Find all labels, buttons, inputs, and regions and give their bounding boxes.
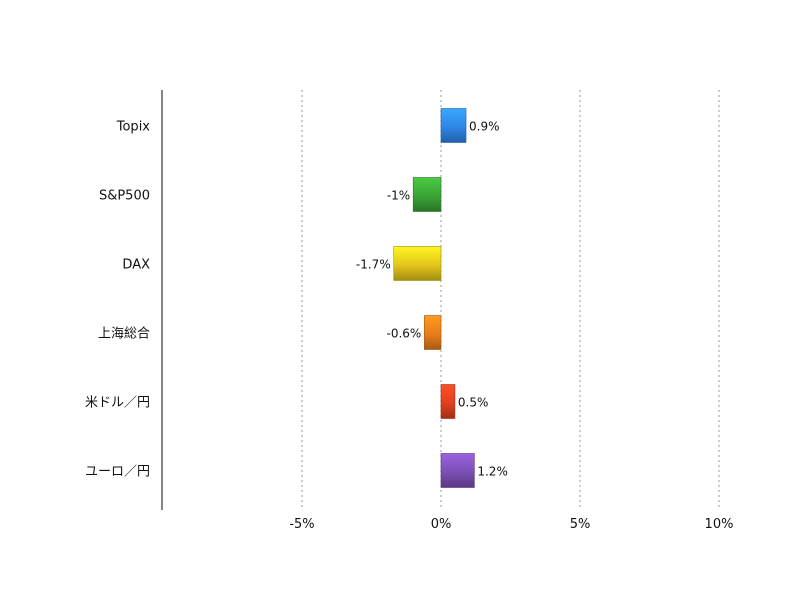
category-label: Topix bbox=[116, 120, 151, 135]
bar bbox=[440, 384, 456, 419]
bar bbox=[412, 177, 442, 212]
bar bbox=[440, 453, 475, 488]
x-tick-label: 0% bbox=[431, 517, 452, 532]
data-label: 0.9% bbox=[469, 120, 500, 134]
data-label: -1.7% bbox=[356, 258, 391, 272]
category-label: ユーロ／円 bbox=[85, 465, 150, 480]
category-label: 米ドル／円 bbox=[85, 396, 150, 411]
category-label: 上海総合 bbox=[98, 327, 150, 342]
data-labels: 0.9% -1% -1.7% -0.6% 0.5% 1.2% bbox=[356, 120, 508, 479]
bar bbox=[440, 108, 467, 143]
data-label: -0.6% bbox=[386, 327, 421, 341]
category-label: S&P500 bbox=[99, 189, 150, 204]
data-label: 0.5% bbox=[458, 396, 489, 410]
category-label: DAX bbox=[122, 258, 150, 273]
x-tick-label: 5% bbox=[570, 517, 591, 532]
bar bbox=[393, 246, 442, 281]
x-tick-label: -5% bbox=[289, 517, 314, 532]
x-tick-labels: -5% 0% 5% 10% bbox=[289, 517, 733, 532]
x-tick-label: 10% bbox=[705, 517, 734, 532]
bar bbox=[424, 315, 442, 350]
data-label: -1% bbox=[387, 189, 410, 203]
bars bbox=[393, 108, 475, 488]
data-label: 1.2% bbox=[477, 465, 508, 479]
grid-lines bbox=[301, 90, 720, 510]
